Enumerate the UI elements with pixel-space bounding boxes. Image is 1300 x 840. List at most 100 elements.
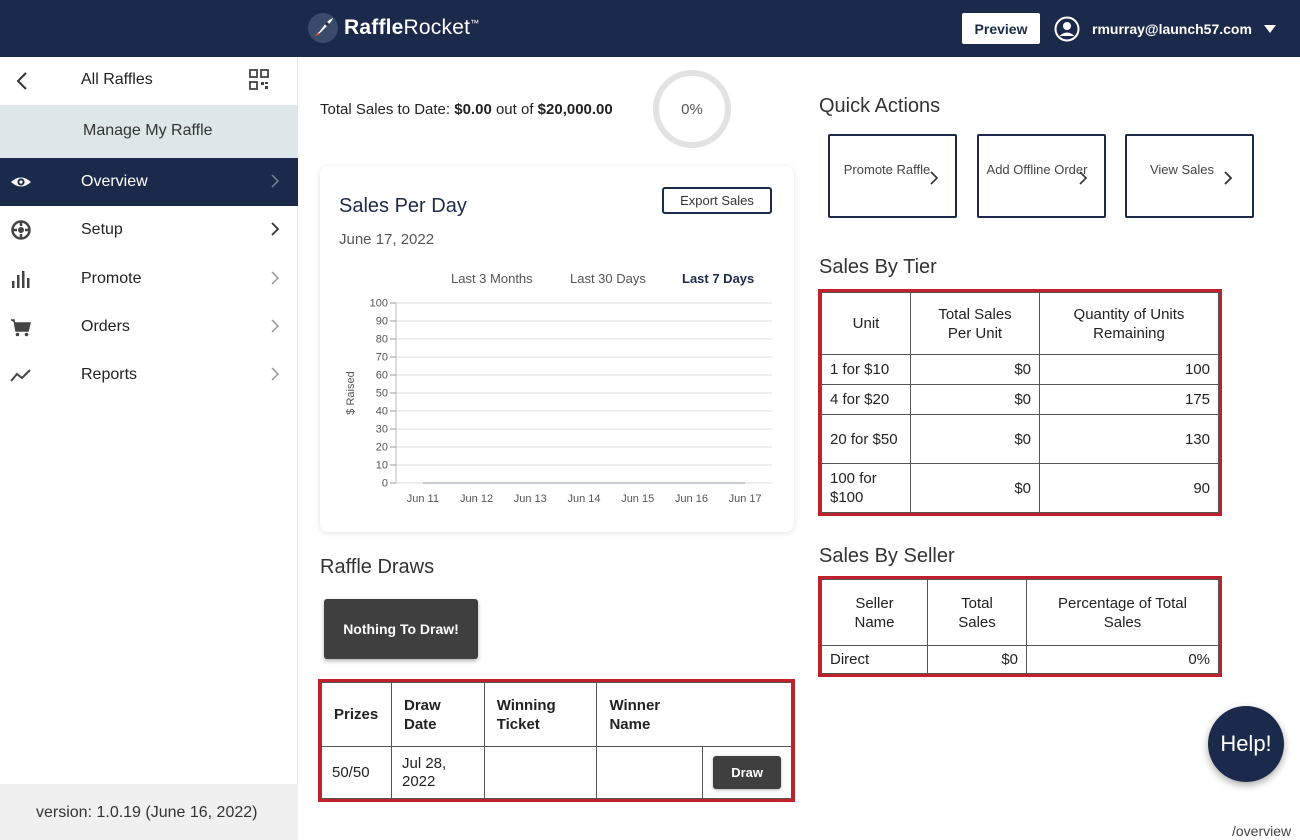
back-chevron-icon[interactable] bbox=[14, 71, 30, 91]
version-text: version: 1.0.19 (June 16, 2022) bbox=[36, 804, 258, 821]
sales-progress-percent: 0% bbox=[681, 101, 703, 118]
draw-button[interactable]: Draw bbox=[713, 756, 781, 789]
sidebar-item-label: Orders bbox=[81, 318, 130, 335]
prize-cell: 50/50 bbox=[321, 746, 392, 799]
chevron-right-icon bbox=[271, 319, 280, 333]
export-sales-button[interactable]: Export Sales bbox=[662, 187, 772, 214]
top-bar: RaffleRocket™ Preview rmurray@launch57.c… bbox=[0, 0, 1300, 57]
sidebar: All Raffles Manage My Raffle Overview Se… bbox=[0, 57, 298, 840]
gear-icon bbox=[11, 220, 31, 240]
chevron-right-icon bbox=[930, 171, 938, 185]
column-header bbox=[702, 682, 792, 747]
column-header: Prizes bbox=[321, 682, 392, 747]
chevron-right-icon bbox=[271, 222, 280, 236]
column-header: Total Sales Per Unit bbox=[910, 292, 1040, 355]
sidebar-item-overview[interactable]: Overview bbox=[0, 158, 298, 206]
y-tick-label: 40 bbox=[376, 406, 388, 418]
tab-last-3-months[interactable]: Last 3 Months bbox=[451, 271, 533, 286]
preview-button[interactable]: Preview bbox=[962, 13, 1040, 44]
tier-table-highlight: Unit Total Sales Per Unit Quantity of Un… bbox=[818, 289, 1222, 516]
seller-sales-cell: $0 bbox=[927, 645, 1027, 674]
chevron-right-icon bbox=[271, 271, 280, 285]
unit-cell: 4 for $20 bbox=[821, 384, 911, 415]
sidebar-item-label: Promote bbox=[81, 270, 142, 287]
chevron-right-icon bbox=[271, 174, 280, 188]
user-avatar-icon bbox=[1054, 16, 1080, 42]
y-tick-label: 10 bbox=[376, 460, 388, 472]
draws-table-highlight: Prizes Draw Date Winning Ticket Winner N… bbox=[318, 679, 795, 802]
table-row: 100 for $100 $0 90 bbox=[821, 463, 1219, 513]
column-header: Draw Date bbox=[390, 682, 485, 747]
caret-down-icon bbox=[1263, 25, 1276, 33]
remaining-cell: 100 bbox=[1039, 354, 1219, 385]
unit-cell: 1 for $10 bbox=[821, 354, 911, 385]
x-tick-label: Jun 16 bbox=[675, 493, 708, 505]
tab-last-7-days[interactable]: Last 7 Days bbox=[682, 271, 755, 286]
bar-chart-icon bbox=[12, 271, 30, 288]
column-header: Quantity of Units Remaining bbox=[1039, 292, 1219, 355]
x-tick-label: Jun 13 bbox=[514, 493, 547, 505]
y-tick-label: 20 bbox=[376, 442, 388, 454]
table-header-row: Seller Name Total Sales Percentage of To… bbox=[821, 579, 1219, 646]
chevron-right-icon bbox=[1079, 171, 1087, 185]
column-header: Unit bbox=[821, 292, 911, 355]
table-row: 1 for $10 $0 100 bbox=[821, 354, 1219, 385]
seller-name-cell: Direct bbox=[821, 645, 928, 674]
sales-by-seller-title: Sales By Seller bbox=[819, 545, 955, 567]
column-header: Winning Ticket bbox=[483, 682, 598, 747]
help-button[interactable]: Help! bbox=[1208, 706, 1284, 782]
column-header: Winner Name bbox=[596, 682, 703, 747]
y-axis-label: $ Raised bbox=[345, 371, 357, 414]
add-offline-order-button[interactable]: Add Offline Order bbox=[977, 134, 1106, 218]
y-tick-label: 80 bbox=[376, 334, 388, 346]
raffle-draws-title: Raffle Draws bbox=[320, 556, 435, 578]
total-sales-value: $0.00 bbox=[454, 101, 492, 118]
table-header-row: Unit Total Sales Per Unit Quantity of Un… bbox=[821, 292, 1219, 355]
sidebar-item-label: Overview bbox=[81, 173, 148, 190]
winning-ticket-cell bbox=[483, 746, 598, 799]
winner-name-cell bbox=[596, 746, 704, 799]
brand-name: RaffleRocket™ bbox=[344, 16, 480, 39]
nothing-to-draw-button[interactable]: Nothing To Draw! bbox=[324, 599, 478, 659]
chart-title: Sales Per Day bbox=[339, 195, 467, 217]
sidebar-item-promote[interactable]: Promote bbox=[0, 255, 298, 303]
y-tick-label: 100 bbox=[370, 298, 388, 310]
manage-my-raffle[interactable]: Manage My Raffle bbox=[0, 105, 298, 158]
sidebar-item-setup[interactable]: Setup bbox=[0, 206, 298, 254]
seller-table-highlight: Seller Name Total Sales Percentage of To… bbox=[818, 576, 1222, 677]
all-raffles-link[interactable]: All Raffles bbox=[81, 71, 153, 88]
raffle-draws-table: Prizes Draw Date Winning Ticket Winner N… bbox=[321, 682, 792, 799]
x-tick-label: Jun 15 bbox=[621, 493, 654, 505]
sales-cell: $0 bbox=[910, 354, 1040, 385]
view-sales-button[interactable]: View Sales bbox=[1125, 134, 1254, 218]
tab-last-30-days[interactable]: Last 30 Days bbox=[570, 271, 646, 286]
chevron-right-icon bbox=[271, 367, 280, 381]
raffle-rocket-logo[interactable]: RaffleRocket™ bbox=[306, 10, 479, 46]
cart-icon bbox=[11, 319, 31, 337]
unit-cell: 100 for $100 bbox=[821, 463, 911, 513]
sales-by-tier-table: Unit Total Sales Per Unit Quantity of Un… bbox=[821, 292, 1219, 513]
sidebar-item-reports[interactable]: Reports bbox=[0, 351, 298, 399]
x-tick-label: Jun 11 bbox=[407, 493, 439, 505]
y-tick-label: 0 bbox=[382, 478, 388, 490]
version-footer: version: 1.0.19 (June 16, 2022) bbox=[0, 784, 298, 840]
y-tick-label: 90 bbox=[376, 316, 388, 328]
qr-code-icon[interactable] bbox=[249, 69, 269, 91]
quick-actions-title: Quick Actions bbox=[819, 95, 941, 117]
column-header: Total Sales bbox=[927, 579, 1027, 646]
column-header: Percentage of Total Sales bbox=[1026, 579, 1219, 646]
rocket-icon bbox=[308, 13, 338, 43]
promote-raffle-button[interactable]: Promote Raffle bbox=[828, 134, 957, 218]
remaining-cell: 90 bbox=[1039, 463, 1219, 513]
seller-percentage-cell: 0% bbox=[1026, 645, 1219, 674]
sidebar-item-label: Setup bbox=[81, 221, 123, 238]
user-menu[interactable]: rmurray@launch57.com bbox=[1054, 14, 1276, 44]
sales-cell: $0 bbox=[910, 414, 1040, 464]
sales-progress-ring bbox=[653, 70, 731, 148]
table-row: Direct $0 0% bbox=[821, 645, 1219, 674]
sidebar-item-orders[interactable]: Orders bbox=[0, 303, 298, 351]
table-row: 50/50 Jul 28, 2022 Draw bbox=[321, 746, 792, 799]
y-tick-label: 50 bbox=[376, 388, 388, 400]
sales-by-tier-title: Sales By Tier bbox=[819, 256, 937, 278]
